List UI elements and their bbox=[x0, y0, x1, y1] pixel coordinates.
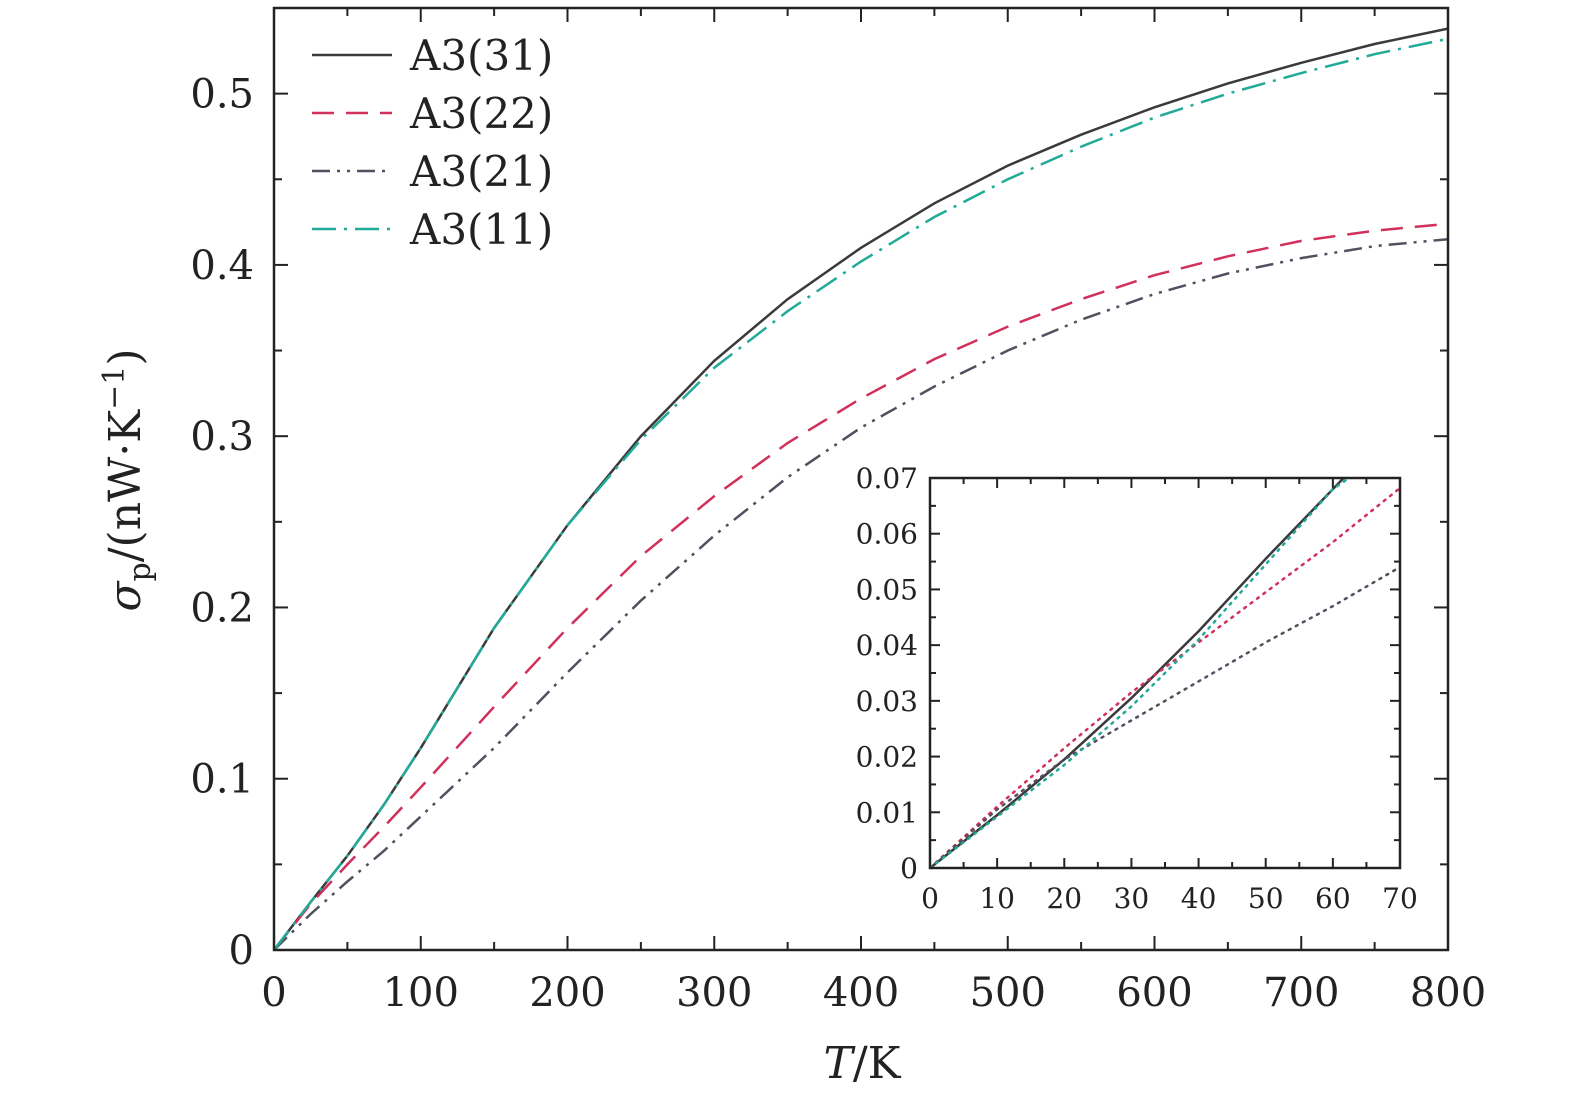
inset-series-line-3 bbox=[930, 565, 1400, 868]
inset-x-tick-label: 50 bbox=[1248, 882, 1284, 915]
inset-tick-labels: 0 10 20 30 40 50 60 70 0 0.01 0.02 0.03 0.04 0.05 0.06… bbox=[856, 462, 1418, 915]
main-series-line-2 bbox=[274, 222, 1448, 950]
legend-item: A3(22) bbox=[312, 89, 553, 138]
main-x-tick-label: 0 bbox=[261, 970, 286, 1016]
inset-y-tick-label: 0.02 bbox=[856, 741, 918, 774]
inset-series-lines bbox=[930, 478, 1400, 868]
legend-item: A3(11) bbox=[312, 205, 553, 254]
inset-x-tick-label: 40 bbox=[1181, 882, 1217, 915]
inset-chart: 0 10 20 30 40 50 60 70 0 0.01 0.02 0.03 0.04 0.05 0.06… bbox=[856, 462, 1418, 915]
inset-x-tick-label: 60 bbox=[1315, 882, 1351, 915]
main-x-tick-label: 100 bbox=[383, 970, 459, 1016]
legend-label: A3(11) bbox=[409, 205, 553, 254]
main-axis-ticks bbox=[273, 7, 1449, 951]
main-x-tick-label: 200 bbox=[529, 970, 605, 1016]
main-x-tick-label: 600 bbox=[1116, 970, 1192, 1016]
main-plot-frame bbox=[272, 6, 1450, 952]
main-y-tick-label: 0.1 bbox=[190, 757, 254, 803]
main-y-tick-label: 0.3 bbox=[190, 414, 254, 460]
legend-item: A3(31) bbox=[312, 31, 553, 80]
inset-frame bbox=[928, 476, 1402, 870]
main-x-tick-label: 700 bbox=[1263, 970, 1339, 1016]
main-x-tick-label: 300 bbox=[676, 970, 752, 1016]
main-y-tick-label: 0.4 bbox=[190, 243, 254, 289]
main-y-tick-label: 0.5 bbox=[190, 72, 254, 118]
inset-x-tick-label: 20 bbox=[1046, 882, 1082, 915]
main-series-lines bbox=[274, 27, 1448, 950]
inset-y-tick-label: 0.05 bbox=[856, 573, 918, 606]
main-frame bbox=[272, 6, 1450, 952]
inset-x-tick-label: 10 bbox=[979, 882, 1015, 915]
inset-y-tick-label: 0.01 bbox=[856, 796, 918, 829]
inset-series-line-2 bbox=[930, 486, 1400, 868]
inset-plot-frame bbox=[928, 476, 1402, 870]
legend-item: A3(21) bbox=[312, 147, 553, 196]
inset-x-tick-label: 30 bbox=[1114, 882, 1150, 915]
inset-y-tick-label: 0.03 bbox=[856, 685, 918, 718]
legend-label: A3(22) bbox=[409, 89, 553, 138]
main-y-tick-label: 0.2 bbox=[190, 585, 254, 631]
inset-y-tick-label: 0.04 bbox=[856, 629, 918, 662]
inset-x-tick-label: 0 bbox=[921, 882, 939, 915]
legend-label: A3(31) bbox=[409, 31, 553, 80]
y-axis-title: σp/(nW·K−1) bbox=[97, 348, 158, 611]
inset-y-tick-label: 0 bbox=[900, 852, 918, 885]
main-series-line-3 bbox=[274, 237, 1448, 950]
inset-series-line-4 bbox=[930, 478, 1352, 868]
legend: A3(31) A3(22) A3(21) A3(11) bbox=[312, 31, 553, 254]
inset-y-tick-label: 0.07 bbox=[856, 462, 918, 495]
main-x-tick-label: 500 bbox=[970, 970, 1046, 1016]
legend-label: A3(21) bbox=[409, 147, 553, 196]
inset-x-tick-label: 70 bbox=[1382, 882, 1418, 915]
x-axis-title: T/K bbox=[823, 1038, 901, 1089]
main-x-tick-label: 400 bbox=[823, 970, 899, 1016]
main-series-line-4 bbox=[274, 37, 1448, 950]
main-x-tick-label: 800 bbox=[1410, 970, 1486, 1016]
main-y-tick-label: 0 bbox=[229, 928, 254, 974]
inset-y-tick-label: 0.06 bbox=[856, 518, 918, 551]
main-tick-labels: 0 100 200 300 400 500 600 700 80000.10.20.30.40.… bbox=[190, 72, 1486, 1016]
